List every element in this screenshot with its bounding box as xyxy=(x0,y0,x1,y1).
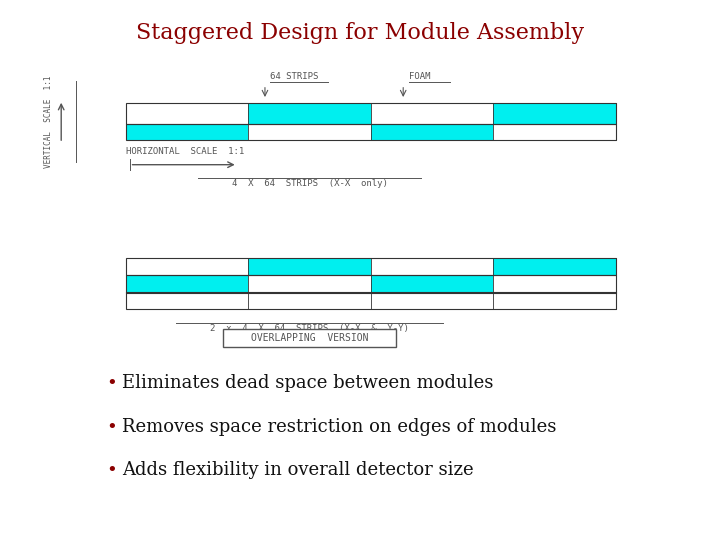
Text: 4  X  64  STRIPS  (X-X  only): 4 X 64 STRIPS (X-X only) xyxy=(232,179,387,188)
Bar xyxy=(126,124,616,140)
Text: OVERLAPPING  VERSION: OVERLAPPING VERSION xyxy=(251,333,369,343)
Bar xyxy=(248,103,371,124)
Bar xyxy=(126,103,616,124)
Bar xyxy=(493,258,616,275)
Bar xyxy=(371,124,493,140)
Text: Staggered Design for Module Assembly: Staggered Design for Module Assembly xyxy=(136,22,584,44)
Text: •: • xyxy=(107,374,117,393)
Bar xyxy=(371,103,493,124)
Text: •: • xyxy=(107,417,117,436)
Bar xyxy=(371,258,493,275)
Text: 2  x  4  X  64  STRIPS  (X-X  &  Y-Y): 2 x 4 X 64 STRIPS (X-X & Y-Y) xyxy=(210,324,409,333)
Bar xyxy=(493,292,616,309)
Text: Removes space restriction on edges of modules: Removes space restriction on edges of mo… xyxy=(122,417,557,436)
Bar xyxy=(248,292,371,309)
Bar xyxy=(248,124,371,140)
Bar xyxy=(126,292,248,309)
Bar xyxy=(126,275,616,293)
Bar xyxy=(493,275,616,293)
Bar xyxy=(126,103,248,124)
Bar xyxy=(248,258,371,275)
Bar xyxy=(126,292,616,309)
Text: •: • xyxy=(107,461,117,479)
Text: FOAM: FOAM xyxy=(409,72,431,81)
Bar xyxy=(493,124,616,140)
Text: Adds flexibility in overall detector size: Adds flexibility in overall detector siz… xyxy=(122,461,474,479)
Bar xyxy=(126,275,248,293)
Bar xyxy=(223,329,396,347)
Bar xyxy=(126,258,616,275)
Text: VERTICAL  SCALE  1:1: VERTICAL SCALE 1:1 xyxy=(44,75,53,168)
Text: 64 STRIPS: 64 STRIPS xyxy=(270,72,318,81)
Bar xyxy=(493,103,616,124)
Bar xyxy=(126,124,248,140)
Bar xyxy=(248,275,371,293)
Bar xyxy=(371,292,493,309)
Text: HORIZONTAL  SCALE  1:1: HORIZONTAL SCALE 1:1 xyxy=(126,146,244,156)
Bar xyxy=(371,275,493,293)
Bar xyxy=(126,258,248,275)
Text: Eliminates dead space between modules: Eliminates dead space between modules xyxy=(122,374,494,393)
